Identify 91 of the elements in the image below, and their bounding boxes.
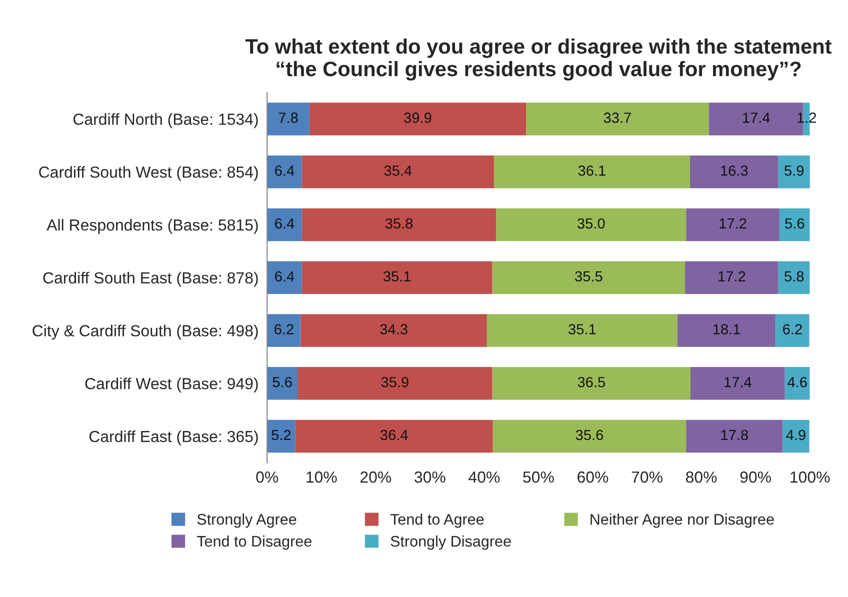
data-label: 5.6 xyxy=(272,376,292,388)
bar xyxy=(492,366,690,400)
bar xyxy=(267,155,302,188)
data-label: 6.4 xyxy=(275,165,294,176)
x-tick-label: 60% xyxy=(578,471,608,483)
bar xyxy=(298,366,492,400)
data-label: 6.2 xyxy=(783,324,802,334)
data-label: 35.0 xyxy=(577,218,605,229)
bar xyxy=(267,314,301,347)
bar xyxy=(302,155,494,188)
legend-label: Strongly Disagree xyxy=(390,535,511,550)
data-label: 17.4 xyxy=(724,377,752,388)
data-label: 5.8 xyxy=(784,271,804,282)
data-label: 17.2 xyxy=(718,271,746,282)
data-label: 35.9 xyxy=(381,376,408,388)
data-label: 5.9 xyxy=(784,165,804,176)
data-label: 34.3 xyxy=(380,324,408,334)
bar xyxy=(778,261,810,294)
data-label: 36.5 xyxy=(578,376,605,388)
bar xyxy=(526,102,709,136)
data-label: 39.9 xyxy=(404,112,432,123)
bar xyxy=(686,208,780,242)
legend-label: Neither Agree nor Disagree xyxy=(590,514,774,528)
legend-label: Tend to Agree xyxy=(390,514,484,528)
y-tick-label: Cardiff North (Base: 1534) xyxy=(73,113,258,128)
data-label: 4.9 xyxy=(786,430,806,440)
bar xyxy=(686,420,783,453)
bar xyxy=(267,420,296,453)
data-label: 17.2 xyxy=(720,218,746,228)
x-tick-label: 0% xyxy=(256,471,278,483)
data-label: 6.2 xyxy=(274,324,294,334)
bar xyxy=(267,366,298,400)
data-label: 17.8 xyxy=(721,430,748,440)
data-label: 33.7 xyxy=(604,112,631,123)
y-tick-label: City & Cardiff South (Base: 498) xyxy=(32,324,258,340)
x-tick-label: 30% xyxy=(414,471,446,483)
x-tick-label: 20% xyxy=(360,471,392,483)
data-label: 35.1 xyxy=(568,324,596,334)
bar xyxy=(267,261,302,294)
bar xyxy=(302,208,496,242)
data-label: 36.4 xyxy=(380,430,408,440)
bar xyxy=(776,314,810,347)
data-label: 35.1 xyxy=(383,271,411,282)
legend-label: Tend to Disagree xyxy=(196,535,312,550)
bar xyxy=(778,155,810,188)
bar xyxy=(492,261,686,294)
bar xyxy=(486,314,678,347)
bar xyxy=(494,155,690,188)
data-label: 7.8 xyxy=(278,112,298,123)
y-tick-label: All Respondents (Base: 5815) xyxy=(46,218,258,234)
data-label: 36.1 xyxy=(578,165,606,176)
data-label: 17.4 xyxy=(743,112,770,123)
data-label: 18.1 xyxy=(713,324,740,334)
bar xyxy=(685,261,778,294)
data-label: 35.4 xyxy=(384,165,412,176)
y-tick-label: Cardiff South East (Base: 878) xyxy=(43,272,258,287)
data-label: 35.5 xyxy=(575,271,602,282)
x-tick-label: 50% xyxy=(523,471,554,483)
x-tick-label: 100% xyxy=(790,471,830,483)
bar xyxy=(690,155,778,188)
bar xyxy=(492,420,686,453)
bar xyxy=(779,208,810,242)
data-label: 35.6 xyxy=(576,430,604,440)
x-tick-label: 90% xyxy=(740,471,771,483)
y-tick-label: Cardiff East (Base: 365) xyxy=(89,430,258,446)
data-label: 16.3 xyxy=(721,165,748,176)
bar xyxy=(295,420,493,453)
x-tick-label: 70% xyxy=(632,471,662,483)
x-tick-label: 10% xyxy=(306,471,337,483)
bar xyxy=(267,102,310,136)
data-label: 35.8 xyxy=(385,218,413,229)
bar xyxy=(309,102,526,136)
data-label: 5.2 xyxy=(272,430,291,440)
bar xyxy=(782,420,810,453)
legend-label: Strongly Agree xyxy=(197,514,296,528)
x-tick-label: 40% xyxy=(468,471,500,483)
bar xyxy=(302,261,492,294)
chart-title: To what extent do you agree or disagree with the statement “the Council gives residents good value for money”? xyxy=(245,38,832,81)
bar xyxy=(300,314,487,347)
bar xyxy=(690,366,785,400)
data-label: 6.4 xyxy=(275,271,294,282)
data-label: 5.6 xyxy=(785,218,804,229)
data-label: 6.4 xyxy=(275,218,294,229)
bar xyxy=(677,314,776,347)
bar xyxy=(496,208,686,242)
y-tick-label: Cardiff South West (Base: 854) xyxy=(39,166,258,181)
x-tick-label: 80% xyxy=(686,471,717,483)
bar xyxy=(267,208,302,242)
y-tick-label: Cardiff West (Base: 949) xyxy=(85,378,258,392)
bar xyxy=(784,366,810,400)
data-label: 4.6 xyxy=(788,376,807,388)
